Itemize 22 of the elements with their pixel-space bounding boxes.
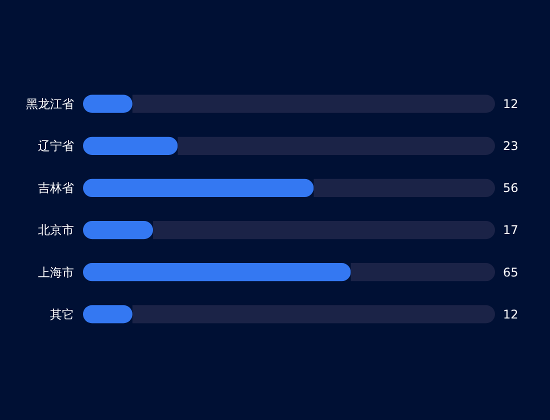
bar	[314, 178, 495, 198]
bar	[153, 220, 495, 240]
y-tick-label: 黑龙江省	[26, 97, 74, 112]
y-tick-label: 上海市	[38, 265, 74, 280]
data-label: 17	[503, 223, 518, 238]
data-label: 56	[503, 181, 518, 196]
bar	[83, 136, 178, 155]
data-label: 12	[503, 307, 518, 322]
bar	[132, 94, 495, 113]
data-label: 23	[503, 139, 518, 154]
y-tick-label: 吉林省	[38, 181, 74, 196]
bar	[83, 263, 351, 282]
y-tick-label: 北京市	[38, 223, 74, 238]
bar	[132, 305, 495, 324]
bar	[350, 263, 495, 282]
bar	[178, 136, 495, 155]
bar	[83, 178, 314, 198]
y-tick-label: 其它	[50, 307, 74, 322]
data-label: 65	[503, 265, 518, 280]
y-tick-label: 辽宁省	[38, 139, 74, 154]
bar	[83, 220, 154, 240]
data-label: 12	[503, 97, 518, 112]
